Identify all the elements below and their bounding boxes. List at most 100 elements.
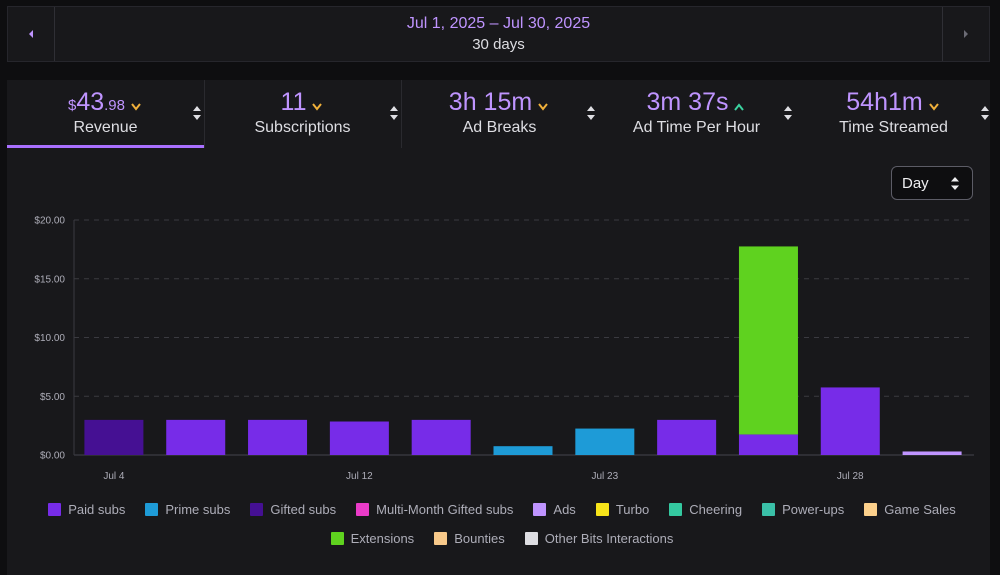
metric-tabs: $43.98 Revenue 11 Subscriptions 3h 15m Ad Bre… bbox=[7, 80, 990, 148]
x-axis-tick-label: Jul 12 bbox=[346, 471, 373, 482]
metric-tab-revenue[interactable]: $43.98 Revenue bbox=[7, 80, 205, 148]
sort-arrows-icon[interactable] bbox=[586, 104, 596, 122]
granularity-select-value: Day bbox=[902, 175, 929, 192]
legend-label: Prime subs bbox=[165, 502, 231, 517]
legend-item-game-sales[interactable]: Game Sales bbox=[864, 502, 956, 517]
x-axis-tick-label: Jul 28 bbox=[837, 471, 864, 482]
chevron-right-icon bbox=[964, 30, 968, 38]
granularity-select[interactable]: Day bbox=[891, 166, 973, 200]
metric-value-main: 43 bbox=[76, 88, 105, 116]
y-axis-tick-label: $15.00 bbox=[34, 274, 65, 285]
legend-label: Other Bits Interactions bbox=[544, 531, 674, 546]
bar-paid-subs bbox=[166, 419, 226, 455]
revenue-chart: $0.00 $5.00 $10.00 $15.00 $20.00 Jul 4 Jul 12 J… bbox=[34, 216, 974, 482]
legend-swatch bbox=[524, 532, 538, 545]
metric-divider bbox=[401, 80, 402, 148]
bar-paid-subs bbox=[248, 419, 308, 455]
bar-ads bbox=[902, 451, 962, 455]
legend-swatch bbox=[762, 503, 776, 516]
legend-swatch bbox=[356, 503, 370, 516]
bar-paid-subs bbox=[411, 419, 471, 455]
date-range-bar: Jul 1, 2025 – Jul 30, 2025 30 days bbox=[7, 6, 990, 62]
sort-arrows-icon[interactable] bbox=[783, 104, 793, 122]
metric-value-main: 3m 37s bbox=[646, 88, 729, 116]
metric-value: 3h 15m bbox=[401, 88, 598, 118]
bar-paid-subs bbox=[657, 419, 717, 455]
bar-prime-subs bbox=[575, 428, 635, 455]
trend-down-icon bbox=[927, 89, 941, 118]
y-axis-tick-label: $5.00 bbox=[40, 392, 65, 403]
legend-label: Multi-Month Gifted subs bbox=[376, 502, 514, 517]
legend-label: Ads bbox=[553, 502, 576, 517]
x-axis-tick-label: Jul 23 bbox=[591, 471, 618, 482]
trend-up-icon bbox=[732, 89, 746, 118]
metric-value-main: 54h1m bbox=[846, 88, 923, 116]
x-axis-tick-label: Jul 4 bbox=[103, 471, 125, 482]
y-axis-tick-label: $0.00 bbox=[40, 451, 65, 462]
next-period-button[interactable] bbox=[942, 7, 989, 61]
metric-value-main: 3h 15m bbox=[448, 88, 533, 116]
legend-swatch bbox=[595, 503, 609, 516]
legend-item-other-bits[interactable]: Other Bits Interactions bbox=[524, 531, 674, 546]
legend-label: Extensions bbox=[350, 531, 415, 546]
legend-label: Bounties bbox=[454, 531, 505, 546]
legend-item-extensions[interactable]: Extensions bbox=[330, 531, 415, 546]
legend-label: Cheering bbox=[689, 502, 743, 517]
metric-tab-ad-time-per-hour[interactable]: 3m 37s Ad Time Per Hour bbox=[598, 80, 795, 148]
legend-item-bounties[interactable]: Bounties bbox=[434, 531, 505, 546]
metric-tab-subscriptions[interactable]: 11 Subscriptions bbox=[204, 80, 402, 148]
legend-item-multi-month[interactable]: Multi-Month Gifted subs bbox=[356, 502, 513, 517]
revenue-panel: $43.98 Revenue 11 Subscriptions 3h 15m Ad Bre… bbox=[7, 80, 990, 575]
metric-value: 11 bbox=[204, 88, 401, 118]
metric-tab-ad-breaks[interactable]: 3h 15m Ad Breaks bbox=[401, 80, 598, 148]
legend-swatch bbox=[669, 503, 683, 516]
metric-label: Ad Breaks bbox=[462, 119, 537, 136]
metric-cents: .98 bbox=[104, 97, 125, 114]
sort-arrows-icon[interactable] bbox=[980, 104, 990, 122]
chart-legend: Paid subs Prime subs Gifted subs Multi-Mont… bbox=[37, 502, 967, 560]
metric-value-main: 11 bbox=[280, 88, 307, 116]
sort-arrows-icon bbox=[951, 177, 959, 190]
legend-row: Paid subs Prime subs Gifted subs Multi-Mont… bbox=[37, 502, 967, 517]
metric-label: Revenue bbox=[73, 119, 138, 136]
bar-paid-subs bbox=[738, 434, 798, 455]
legend-item-cheering[interactable]: Cheering bbox=[669, 502, 742, 517]
metric-label: Ad Time Per Hour bbox=[632, 119, 761, 136]
legend-item-powerups[interactable]: Power-ups bbox=[762, 502, 844, 517]
bar-paid-subs bbox=[329, 421, 389, 455]
metric-currency: $ bbox=[67, 97, 77, 114]
y-axis-tick-label: $20.00 bbox=[34, 216, 65, 227]
legend-swatch bbox=[864, 503, 878, 516]
metric-value: $43.98 bbox=[7, 88, 204, 118]
metric-label: Subscriptions bbox=[254, 119, 351, 136]
legend-row: Extensions Bounties Other Bits Interaction… bbox=[37, 531, 967, 546]
legend-item-ads[interactable]: Ads bbox=[533, 502, 576, 517]
legend-label: Paid subs bbox=[68, 502, 126, 517]
date-range-days: 30 days bbox=[472, 36, 525, 53]
bar-prime-subs bbox=[493, 446, 553, 455]
trend-down-icon bbox=[536, 89, 550, 118]
legend-label: Power-ups bbox=[782, 502, 845, 517]
legend-item-gifted-subs[interactable]: Gifted subs bbox=[250, 502, 336, 517]
legend-label: Game Sales bbox=[884, 502, 956, 517]
previous-period-button[interactable] bbox=[8, 7, 55, 61]
legend-swatch bbox=[533, 503, 547, 516]
chevron-left-icon bbox=[29, 30, 33, 38]
legend-label: Turbo bbox=[615, 502, 650, 517]
legend-swatch bbox=[250, 503, 264, 516]
legend-swatch bbox=[330, 532, 344, 545]
bar-paid-subs bbox=[820, 387, 880, 455]
legend-item-paid-subs[interactable]: Paid subs bbox=[48, 502, 125, 517]
metric-value: 54h1m bbox=[795, 88, 992, 118]
legend-item-prime-subs[interactable]: Prime subs bbox=[145, 502, 230, 517]
legend-swatch bbox=[434, 532, 448, 545]
bar-extensions bbox=[738, 246, 798, 435]
metric-value: 3m 37s bbox=[598, 88, 795, 118]
legend-item-turbo[interactable]: Turbo bbox=[595, 502, 650, 517]
legend-swatch bbox=[48, 503, 62, 516]
sort-arrows-icon[interactable] bbox=[192, 104, 202, 122]
metric-tab-time-streamed[interactable]: 54h1m Time Streamed bbox=[795, 80, 992, 148]
metric-label: Time Streamed bbox=[839, 119, 948, 136]
sort-arrows-icon[interactable] bbox=[389, 104, 399, 122]
date-range-label[interactable]: Jul 1, 2025 – Jul 30, 2025 bbox=[406, 15, 591, 32]
